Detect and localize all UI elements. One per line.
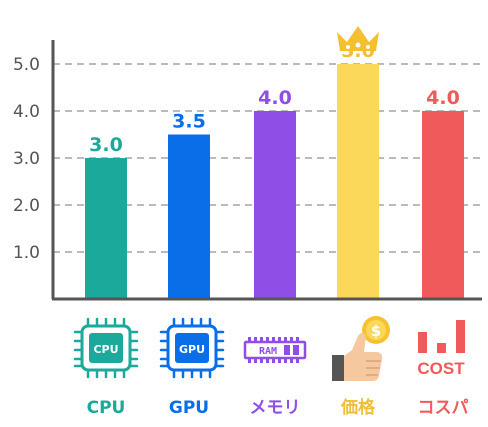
category-label: CPU [87,398,126,418]
y-tick-label: 2.0 [13,196,40,216]
bar [254,111,296,299]
category-label: 価格 [340,397,376,418]
ram-icon-text: RAM [259,346,277,357]
category-labels: CPU GPU メモリ 価格 コスパ [87,397,469,418]
bars [85,64,464,299]
category-label: メモリ [250,398,301,418]
y-tick-label: 3.0 [13,149,40,169]
gpu-icon-text: GPU [179,343,205,356]
ram-memory-icon: RAM [243,337,307,363]
y-tick-label: 5.0 [13,55,40,75]
category-label: コスパ [418,398,469,418]
y-axis-ticks: 1.0 2.0 3.0 4.0 5.0 [13,55,40,263]
bar-value-label: 4.0 [258,87,292,109]
bar-value-label: 3.0 [89,134,123,156]
cpu-icon-text: CPU [93,343,118,356]
gpu-chip-icon: GPU [159,317,225,379]
y-tick-label: 4.0 [13,102,40,122]
crown-icon [337,26,379,51]
cost-icon-text: COST [417,359,465,378]
category-label: GPU [169,398,209,418]
y-tick-label: 1.0 [13,243,40,263]
cost-bars-icon: COST [417,320,465,378]
cpu-chip-icon: CPU [73,317,139,379]
bar-value-label: 3.5 [172,111,206,133]
axes [51,40,482,301]
bar [168,134,210,299]
bar [422,111,464,299]
bar [85,158,127,299]
coin-symbol: $ [371,322,381,340]
bar-value-label: 4.0 [426,87,460,109]
thumbs-up-coin-icon: $ [332,316,390,381]
bar [337,64,379,299]
